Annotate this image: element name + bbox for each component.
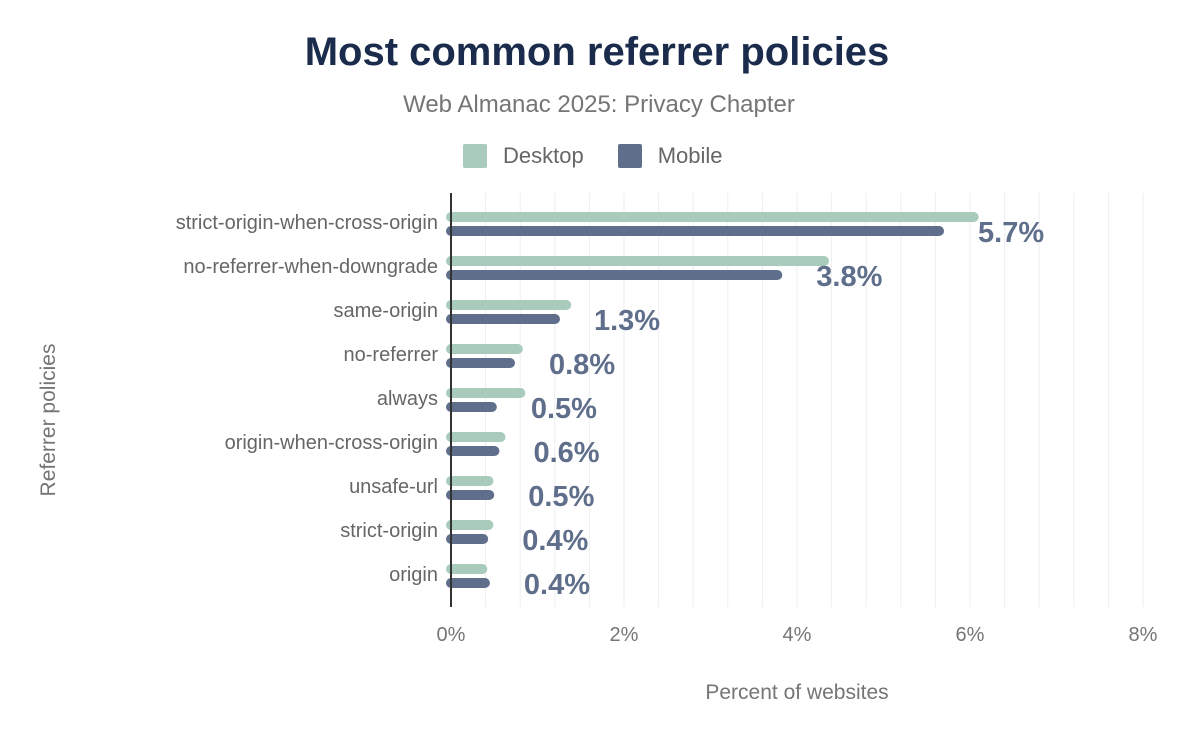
bar-mobile	[446, 578, 490, 588]
bar-mobile	[446, 446, 500, 456]
legend: Desktop Mobile	[463, 143, 757, 169]
bar-mobile	[446, 534, 489, 544]
legend-item-mobile[interactable]: Mobile	[617, 143, 723, 169]
legend-label-mobile: Mobile	[657, 143, 723, 168]
bar-desktop	[446, 300, 572, 310]
bar-desktop	[446, 476, 494, 486]
bar-mobile	[446, 314, 560, 324]
bar-desktop	[446, 256, 830, 266]
data-label: 3.8%	[816, 261, 882, 293]
bar-mobile	[446, 490, 495, 500]
legend-item-desktop[interactable]: Desktop	[463, 143, 584, 169]
chart-subtitle: Web Almanac 2025: Privacy Chapter	[403, 91, 795, 118]
category-label: strict-origin	[340, 520, 438, 542]
data-label: 0.5%	[528, 481, 594, 513]
y-axis-title: Referrer policies	[37, 344, 60, 497]
category-label: origin	[389, 564, 438, 586]
x-tick-label: 0%	[437, 624, 466, 646]
x-tick-label: 4%	[783, 624, 812, 646]
bar-mobile	[446, 270, 783, 280]
x-tick-label: 2%	[610, 624, 639, 646]
data-label: 0.8%	[549, 349, 615, 381]
category-label: always	[377, 388, 438, 410]
chart-title: Most common referrer policies	[304, 30, 890, 74]
bar-desktop	[446, 344, 523, 354]
bar-desktop	[446, 564, 488, 574]
category-label: origin-when-cross-origin	[225, 432, 438, 454]
bar-mobile	[446, 402, 497, 412]
bar-mobile	[446, 358, 516, 368]
category-label: strict-origin-when-cross-origin	[176, 212, 438, 234]
data-label: 0.5%	[531, 393, 597, 425]
x-tick-label: 6%	[956, 624, 985, 646]
x-tick-label: 8%	[1129, 624, 1158, 646]
data-label: 5.7%	[978, 217, 1044, 249]
x-axis-title: Percent of websites	[705, 681, 888, 704]
legend-swatch-desktop	[463, 144, 487, 168]
legend-swatch-mobile	[617, 144, 642, 168]
bar-desktop	[446, 388, 526, 398]
category-label: unsafe-url	[349, 476, 438, 498]
data-label: 0.4%	[524, 569, 590, 601]
category-label: no-referrer-when-downgrade	[183, 256, 438, 278]
category-label: same-origin	[334, 300, 438, 322]
category-label: no-referrer	[344, 344, 439, 366]
bar-desktop	[446, 432, 506, 442]
legend-label-desktop: Desktop	[503, 143, 584, 168]
data-label: 0.6%	[533, 437, 599, 469]
bar-mobile	[446, 226, 945, 236]
data-label: 1.3%	[594, 305, 660, 337]
bar-desktop	[446, 212, 979, 222]
bar-desktop	[446, 520, 494, 530]
data-label: 0.4%	[522, 525, 588, 557]
